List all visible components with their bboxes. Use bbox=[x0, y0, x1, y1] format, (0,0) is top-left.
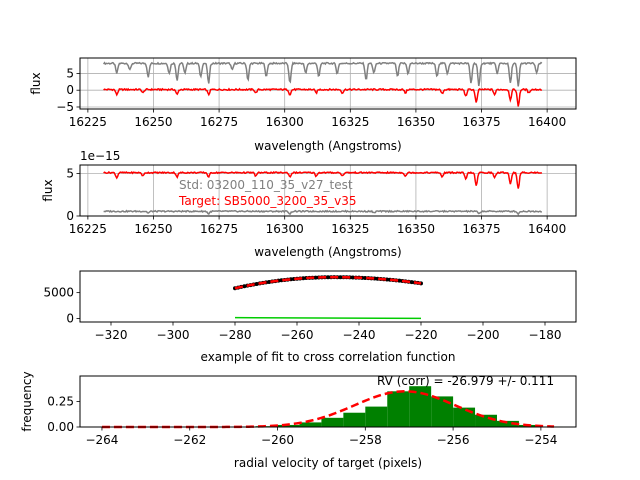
x-tick-label: −262 bbox=[173, 433, 206, 447]
panel-4-xlabel: radial velocity of target (pixels) bbox=[234, 456, 422, 470]
panel-1-ylabel: flux bbox=[29, 72, 43, 94]
x-tick-label: 16300 bbox=[266, 115, 304, 129]
ccf-data-point bbox=[313, 275, 318, 280]
spectrum-series-line bbox=[103, 170, 543, 189]
y-tick-label: 5 bbox=[66, 167, 74, 181]
ccf-data-point bbox=[397, 278, 402, 283]
panel-1-spectra: 16225 16250 16275 16300 16325 16350 16375 16400… bbox=[29, 57, 577, 153]
spectrum-series-line bbox=[103, 87, 543, 107]
y-tick-label: 0 bbox=[66, 209, 74, 223]
spectrum-series-line bbox=[102, 61, 543, 87]
x-tick-label: 16225 bbox=[69, 222, 107, 236]
x-tick-label: 16375 bbox=[462, 115, 500, 129]
y-tick-label: 0.25 bbox=[47, 395, 74, 409]
panel-3-cross-correlation: −320 −300 −280 −260 −240 −220 −200 −180 0 5000 ex… bbox=[43, 270, 577, 364]
histogram-bar bbox=[343, 412, 366, 427]
x-tick-label: −320 bbox=[95, 328, 128, 342]
panel-3-frame bbox=[79, 270, 577, 323]
x-tick-label: 16250 bbox=[134, 222, 172, 236]
x-tick-label: −220 bbox=[405, 328, 438, 342]
panel-2-offset-text: 1e−15 bbox=[80, 149, 120, 163]
x-tick-label: 16250 bbox=[134, 115, 172, 129]
x-tick-label: 16350 bbox=[397, 115, 435, 129]
ccf-data-point bbox=[267, 279, 272, 284]
panel-4-annotation: RV (corr) = -26.979 +/- 0.111 bbox=[377, 374, 554, 388]
x-tick-label: 16325 bbox=[331, 115, 369, 129]
x-tick-label: −200 bbox=[467, 328, 500, 342]
ccf-data-point bbox=[326, 275, 330, 280]
panel-1-xlabel: wavelength (Angstroms) bbox=[254, 139, 401, 153]
panel-2-annotation-std: Std: 03200_110_35_v27_test bbox=[179, 178, 353, 192]
ccf-data-point bbox=[350, 275, 355, 280]
x-tick-label: 16225 bbox=[69, 115, 107, 129]
histogram-bar bbox=[496, 420, 519, 427]
panel-2-xlabel: wavelength (Angstroms) bbox=[254, 245, 401, 259]
x-tick-label: −240 bbox=[343, 328, 376, 342]
histogram-bar bbox=[475, 414, 497, 427]
panel-2-annotation-target: Target: SB5000_3200_35_v35 bbox=[178, 194, 357, 208]
ccf-data-point bbox=[338, 275, 343, 280]
histogram-bar bbox=[299, 422, 322, 427]
x-tick-label: 16275 bbox=[200, 115, 238, 129]
x-tick-label: 16400 bbox=[528, 115, 566, 129]
panel-1-frame bbox=[79, 57, 577, 110]
x-tick-label: −300 bbox=[157, 328, 190, 342]
panel-2-frame bbox=[79, 164, 577, 217]
histogram-bar bbox=[321, 417, 344, 427]
histogram-bar bbox=[277, 424, 300, 427]
ccf-data-point bbox=[254, 281, 259, 286]
x-tick-label: −280 bbox=[219, 328, 252, 342]
x-tick-label: −264 bbox=[85, 433, 118, 447]
y-tick-label: 5 bbox=[66, 66, 74, 80]
ccf-residual-line bbox=[234, 316, 422, 320]
x-tick-label: 16400 bbox=[528, 222, 566, 236]
x-tick-label: −258 bbox=[349, 433, 382, 447]
ccf-fit-line bbox=[234, 275, 422, 290]
x-tick-label: −260 bbox=[281, 328, 314, 342]
x-tick-label: −260 bbox=[261, 433, 294, 447]
panel-4-rv-histogram: −264 −262 −260 −258 −256 −254 0.00 0.25 RV (cor… bbox=[20, 371, 577, 470]
spectrum-series-line bbox=[103, 209, 543, 216]
y-tick-label: 0 bbox=[66, 83, 74, 97]
y-tick-label: 0 bbox=[66, 311, 74, 325]
x-tick-label: 16375 bbox=[462, 222, 500, 236]
x-tick-label: 16350 bbox=[397, 222, 435, 236]
y-tick-label: −5 bbox=[56, 100, 74, 114]
x-tick-label: 16325 bbox=[331, 222, 369, 236]
histogram-bar bbox=[387, 391, 410, 427]
x-tick-label: −254 bbox=[524, 433, 557, 447]
ccf-data-point bbox=[242, 284, 247, 289]
panel-2-spectra-scaled: 16225 16250 16275 16300 16325 16350 16375 16400… bbox=[41, 149, 577, 259]
y-tick-label: 0.00 bbox=[47, 420, 74, 434]
y-tick-label: 5000 bbox=[43, 286, 74, 300]
panel-4-ylabel: frequency bbox=[20, 371, 34, 431]
histogram-bar bbox=[431, 396, 454, 427]
x-tick-label: 16275 bbox=[200, 222, 238, 236]
histogram-bar bbox=[365, 406, 388, 427]
panel-2-ylabel: flux bbox=[41, 179, 55, 201]
ccf-data-point bbox=[409, 280, 414, 285]
histogram-bar bbox=[453, 407, 476, 427]
x-tick-label: 16300 bbox=[266, 222, 304, 236]
panel-3-xlabel: example of fit to cross correlation func… bbox=[201, 350, 456, 364]
x-tick-label: −256 bbox=[437, 433, 470, 447]
x-tick-label: −180 bbox=[529, 328, 562, 342]
histogram-bar bbox=[409, 386, 432, 427]
